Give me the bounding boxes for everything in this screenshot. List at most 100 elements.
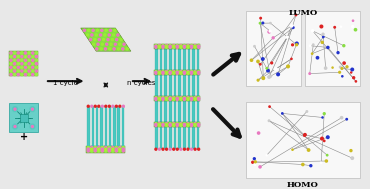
Circle shape	[194, 123, 196, 124]
Circle shape	[158, 97, 161, 100]
Ellipse shape	[192, 122, 195, 123]
Circle shape	[184, 73, 185, 74]
Bar	[160, 49, 162, 70]
Circle shape	[117, 34, 119, 36]
Circle shape	[326, 46, 330, 49]
Circle shape	[108, 34, 110, 36]
Ellipse shape	[197, 122, 199, 123]
Circle shape	[198, 47, 199, 48]
Ellipse shape	[155, 100, 158, 101]
Circle shape	[115, 148, 118, 150]
Circle shape	[295, 13, 297, 16]
Circle shape	[341, 75, 344, 78]
Ellipse shape	[105, 107, 107, 108]
Circle shape	[14, 59, 16, 61]
Ellipse shape	[197, 96, 199, 97]
Circle shape	[176, 97, 178, 100]
Ellipse shape	[174, 96, 176, 97]
Circle shape	[261, 57, 265, 61]
Text: +: +	[20, 132, 28, 142]
Bar	[87, 146, 125, 153]
Circle shape	[322, 33, 325, 36]
Circle shape	[28, 70, 30, 72]
Circle shape	[354, 28, 357, 32]
Circle shape	[17, 55, 19, 58]
Circle shape	[180, 99, 182, 101]
Ellipse shape	[188, 126, 190, 128]
Ellipse shape	[183, 48, 185, 49]
Ellipse shape	[155, 148, 158, 149]
Ellipse shape	[183, 74, 185, 75]
Bar	[155, 49, 158, 70]
Circle shape	[352, 76, 355, 79]
Circle shape	[194, 125, 196, 127]
Circle shape	[105, 29, 107, 31]
Circle shape	[110, 43, 112, 45]
Ellipse shape	[160, 96, 162, 97]
Circle shape	[191, 73, 192, 74]
Circle shape	[92, 29, 94, 31]
Bar	[178, 101, 181, 122]
Bar	[164, 49, 167, 70]
Circle shape	[14, 66, 16, 68]
Circle shape	[198, 44, 199, 46]
Circle shape	[126, 48, 128, 50]
Circle shape	[191, 47, 192, 48]
Circle shape	[108, 150, 110, 152]
Circle shape	[268, 119, 270, 122]
Circle shape	[166, 148, 168, 150]
Bar	[305, 11, 360, 86]
Bar	[197, 49, 199, 70]
Ellipse shape	[109, 107, 111, 108]
Circle shape	[24, 70, 27, 72]
Circle shape	[191, 97, 193, 100]
Ellipse shape	[92, 145, 94, 146]
Circle shape	[251, 160, 255, 164]
Circle shape	[166, 70, 167, 72]
Circle shape	[187, 97, 189, 98]
Circle shape	[17, 73, 19, 76]
Circle shape	[88, 29, 90, 31]
Circle shape	[198, 97, 199, 98]
Circle shape	[31, 108, 33, 110]
Circle shape	[183, 123, 186, 126]
Circle shape	[291, 43, 294, 46]
Ellipse shape	[183, 122, 185, 123]
Bar	[246, 11, 301, 86]
Circle shape	[119, 150, 121, 152]
Circle shape	[162, 125, 164, 127]
Ellipse shape	[197, 126, 199, 128]
Bar	[188, 101, 190, 122]
Bar	[87, 107, 90, 146]
Bar	[160, 127, 162, 148]
Circle shape	[119, 146, 121, 149]
Circle shape	[176, 123, 178, 126]
Circle shape	[305, 110, 308, 113]
Ellipse shape	[87, 107, 90, 108]
Circle shape	[91, 150, 93, 152]
Ellipse shape	[100, 145, 103, 146]
Circle shape	[31, 59, 34, 61]
Circle shape	[320, 137, 324, 141]
Circle shape	[184, 97, 185, 98]
Circle shape	[101, 105, 103, 107]
Ellipse shape	[105, 145, 107, 146]
Circle shape	[87, 105, 89, 107]
Circle shape	[183, 97, 186, 100]
Circle shape	[21, 52, 23, 54]
Circle shape	[35, 73, 37, 76]
Circle shape	[176, 44, 178, 46]
Circle shape	[176, 71, 178, 74]
Circle shape	[94, 148, 97, 150]
Circle shape	[321, 137, 324, 140]
Circle shape	[169, 70, 171, 72]
Circle shape	[183, 71, 186, 74]
Circle shape	[169, 44, 171, 46]
Circle shape	[10, 59, 12, 61]
Circle shape	[165, 123, 168, 126]
Circle shape	[295, 41, 299, 46]
Circle shape	[28, 73, 30, 76]
Circle shape	[180, 125, 182, 127]
Circle shape	[21, 55, 23, 58]
Circle shape	[176, 125, 178, 127]
